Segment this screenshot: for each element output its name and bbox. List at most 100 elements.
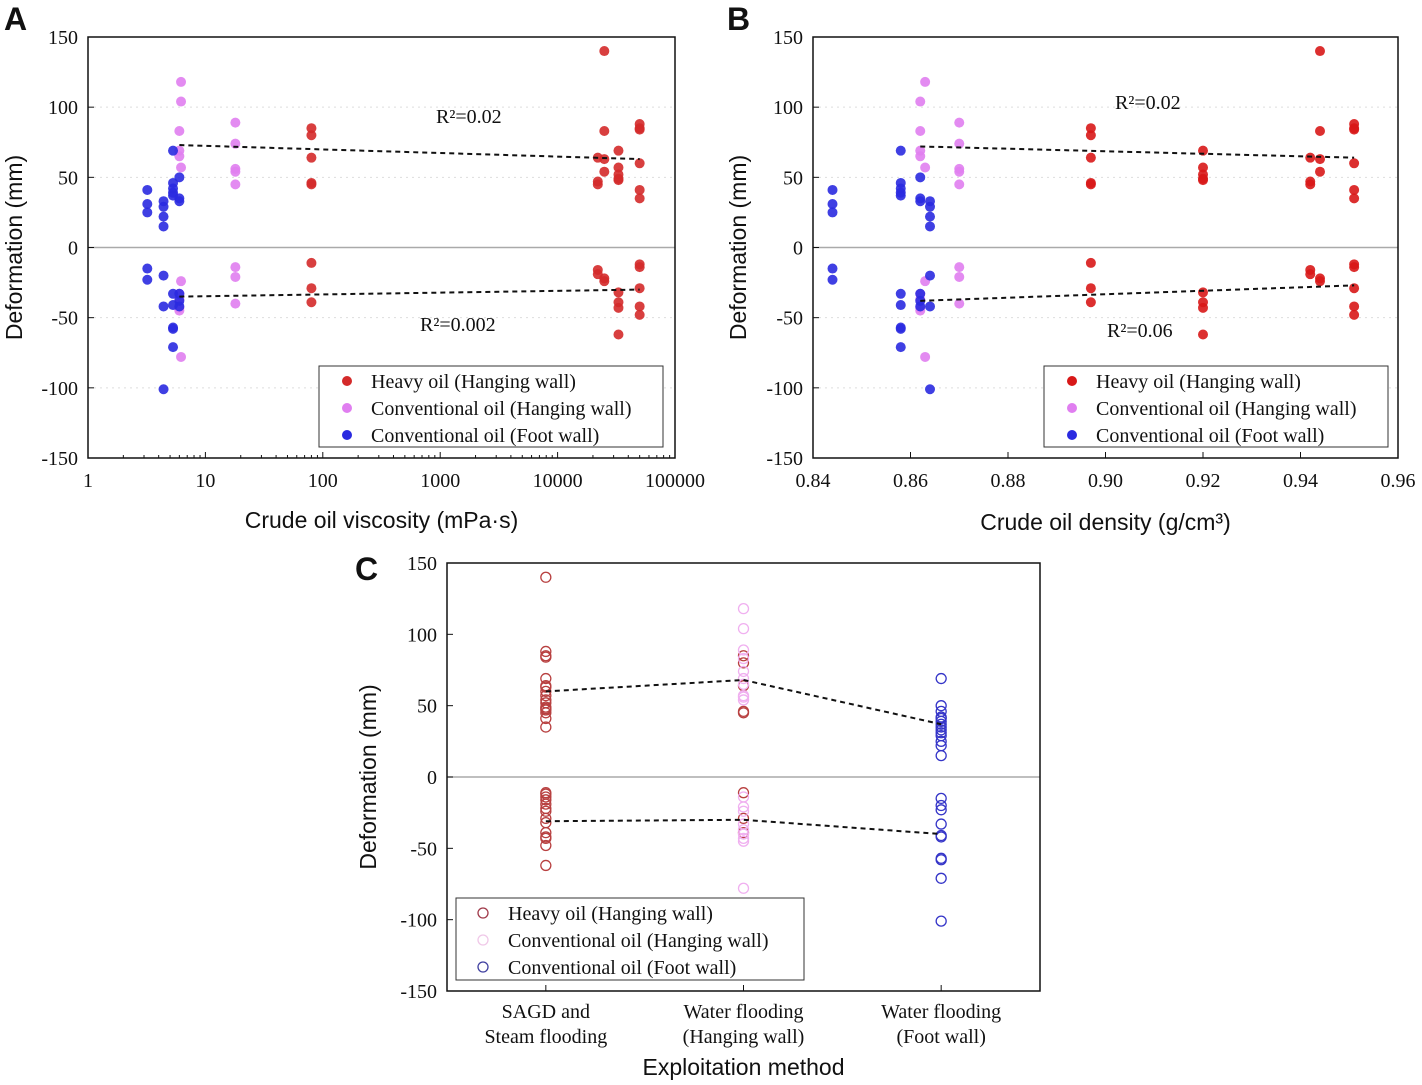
data-point-conventional-oil-hanging-wall- <box>915 126 926 137</box>
data-point-heavy-oil-hanging-wall- <box>634 301 645 312</box>
data-point-heavy-oil-hanging-wall- <box>1315 46 1325 57</box>
legend-marker <box>342 430 352 440</box>
legend-label: Heavy oil (Hanging wall) <box>508 903 713 925</box>
x-axis-label: Crude oil viscosity (mPa·s) <box>245 507 519 533</box>
legend-label: Conventional oil (Foot wall) <box>1096 425 1324 447</box>
data-point-heavy-oil-hanging-wall- <box>599 276 610 287</box>
data-point-conventional-oil-foot-wall- <box>895 288 906 299</box>
data-point-conventional-oil-foot-wall- <box>915 196 926 207</box>
data-point-conventional-oil-foot-wall- <box>895 300 906 311</box>
data-point-conventional-oil-foot-wall- <box>925 211 935 222</box>
trendline <box>920 284 1355 302</box>
data-point-conventional-oil-foot-wall- <box>158 201 169 212</box>
legend-label: Conventional oil (Foot wall) <box>371 425 599 447</box>
legend-label: Conventional oil (Hanging wall) <box>508 930 769 952</box>
data-point-conventional-oil-foot-wall- <box>168 145 179 156</box>
trendline <box>545 678 942 726</box>
data-point-conventional-oil-foot-wall- <box>935 727 947 739</box>
y-tick-label: 0 <box>793 238 803 260</box>
data-point-heavy-oil-hanging-wall- <box>1349 301 1360 312</box>
data-point-heavy-oil-hanging-wall- <box>634 262 645 273</box>
y-tick-label: -100 <box>400 910 437 932</box>
data-point-heavy-oil-hanging-wall- <box>1349 309 1360 320</box>
data-point-conventional-oil-hanging-wall- <box>737 691 750 703</box>
x-tick-label: 0.92 <box>1186 470 1221 492</box>
data-point-heavy-oil-hanging-wall- <box>306 130 317 141</box>
data-point-heavy-oil-hanging-wall- <box>1305 179 1316 190</box>
y-tick-label: -150 <box>766 448 803 470</box>
data-point-heavy-oil-hanging-wall- <box>613 175 624 186</box>
data-point-conventional-oil-hanging-wall- <box>954 179 965 190</box>
data-point-conventional-oil-hanging-wall- <box>737 832 750 844</box>
data-point-heavy-oil-hanging-wall- <box>613 162 624 173</box>
data-point-heavy-oil-hanging-wall- <box>540 721 552 733</box>
data-point-conventional-oil-foot-wall- <box>925 384 935 395</box>
data-point-conventional-oil-foot-wall- <box>158 221 169 232</box>
legend-label: Heavy oil (Hanging wall) <box>1096 371 1301 393</box>
data-point-conventional-oil-foot-wall- <box>935 915 947 927</box>
data-point-conventional-oil-foot-wall- <box>935 792 947 805</box>
data-point-heavy-oil-hanging-wall- <box>1198 162 1208 173</box>
x-tick-label: (Foot wall) <box>896 1026 985 1048</box>
x-axis-label: Crude oil density (g/cm³) <box>980 509 1231 535</box>
r-squared-label: R²=0.02 <box>436 106 502 128</box>
data-point-heavy-oil-hanging-wall- <box>1085 257 1096 268</box>
y-tick-label: 150 <box>407 553 437 575</box>
data-point-conventional-oil-foot-wall- <box>142 274 153 285</box>
data-point-heavy-oil-hanging-wall- <box>599 46 610 57</box>
data-point-heavy-oil-hanging-wall- <box>737 812 750 825</box>
legend-marker <box>342 376 352 386</box>
data-point-conventional-oil-foot-wall- <box>935 818 947 830</box>
x-tick-label: 100000 <box>645 470 705 492</box>
data-point-conventional-oil-foot-wall- <box>142 184 153 195</box>
data-point-heavy-oil-hanging-wall- <box>1305 269 1316 280</box>
data-point-heavy-oil-hanging-wall- <box>1198 287 1208 298</box>
data-point-conventional-oil-hanging-wall- <box>737 652 750 665</box>
data-point-conventional-oil-foot-wall- <box>827 263 838 274</box>
x-tick-label: 0.88 <box>991 470 1026 492</box>
y-tick-label: 0 <box>427 767 437 789</box>
data-point-conventional-oil-hanging-wall- <box>176 76 187 87</box>
y-tick-label: 100 <box>773 97 803 119</box>
data-point-conventional-oil-foot-wall- <box>158 384 169 395</box>
data-point-heavy-oil-hanging-wall- <box>540 826 552 839</box>
legend-marker <box>477 907 489 919</box>
data-point-conventional-oil-foot-wall- <box>827 207 838 218</box>
data-point-heavy-oil-hanging-wall- <box>1315 154 1325 165</box>
data-point-heavy-oil-hanging-wall- <box>540 798 552 810</box>
data-point-conventional-oil-foot-wall- <box>174 301 185 312</box>
data-point-conventional-oil-foot-wall- <box>895 342 906 353</box>
legend-label: Conventional oil (Hanging wall) <box>371 398 632 420</box>
x-tick-label: 0.90 <box>1088 470 1123 492</box>
data-point-conventional-oil-hanging-wall- <box>230 179 241 190</box>
y-tick-label: -50 <box>51 308 78 330</box>
data-point-conventional-oil-foot-wall- <box>895 145 906 156</box>
data-point-conventional-oil-foot-wall- <box>925 201 935 212</box>
legend-box <box>1043 365 1389 448</box>
y-tick-label: -100 <box>41 378 78 400</box>
data-point-heavy-oil-hanging-wall- <box>540 672 552 685</box>
data-point-heavy-oil-hanging-wall- <box>634 184 645 195</box>
y-tick-label: -50 <box>410 838 437 860</box>
data-point-heavy-oil-hanging-wall- <box>1085 179 1096 190</box>
data-point-heavy-oil-hanging-wall- <box>1349 262 1360 273</box>
data-point-heavy-oil-hanging-wall- <box>599 126 610 137</box>
data-point-conventional-oil-foot-wall- <box>168 342 179 353</box>
legend-marker <box>1067 403 1077 413</box>
data-point-conventional-oil-hanging-wall- <box>954 262 965 273</box>
x-tick-label: (Hanging wall) <box>683 1026 805 1048</box>
data-point-heavy-oil-hanging-wall- <box>1085 152 1096 163</box>
y-tick-label: 50 <box>783 167 803 189</box>
x-tick-label: Steam flooding <box>484 1026 607 1048</box>
legend-box <box>318 365 664 448</box>
data-point-heavy-oil-hanging-wall- <box>540 794 552 806</box>
data-point-conventional-oil-hanging-wall- <box>915 96 926 107</box>
data-point-conventional-oil-foot-wall- <box>935 831 947 843</box>
data-point-heavy-oil-hanging-wall- <box>1198 302 1208 313</box>
data-point-conventional-oil-foot-wall- <box>935 700 947 712</box>
data-point-conventional-oil-foot-wall- <box>827 274 838 285</box>
legend-label: Conventional oil (Foot wall) <box>508 957 736 979</box>
legend-marker <box>1067 376 1077 386</box>
data-point-conventional-oil-hanging-wall- <box>954 117 965 128</box>
